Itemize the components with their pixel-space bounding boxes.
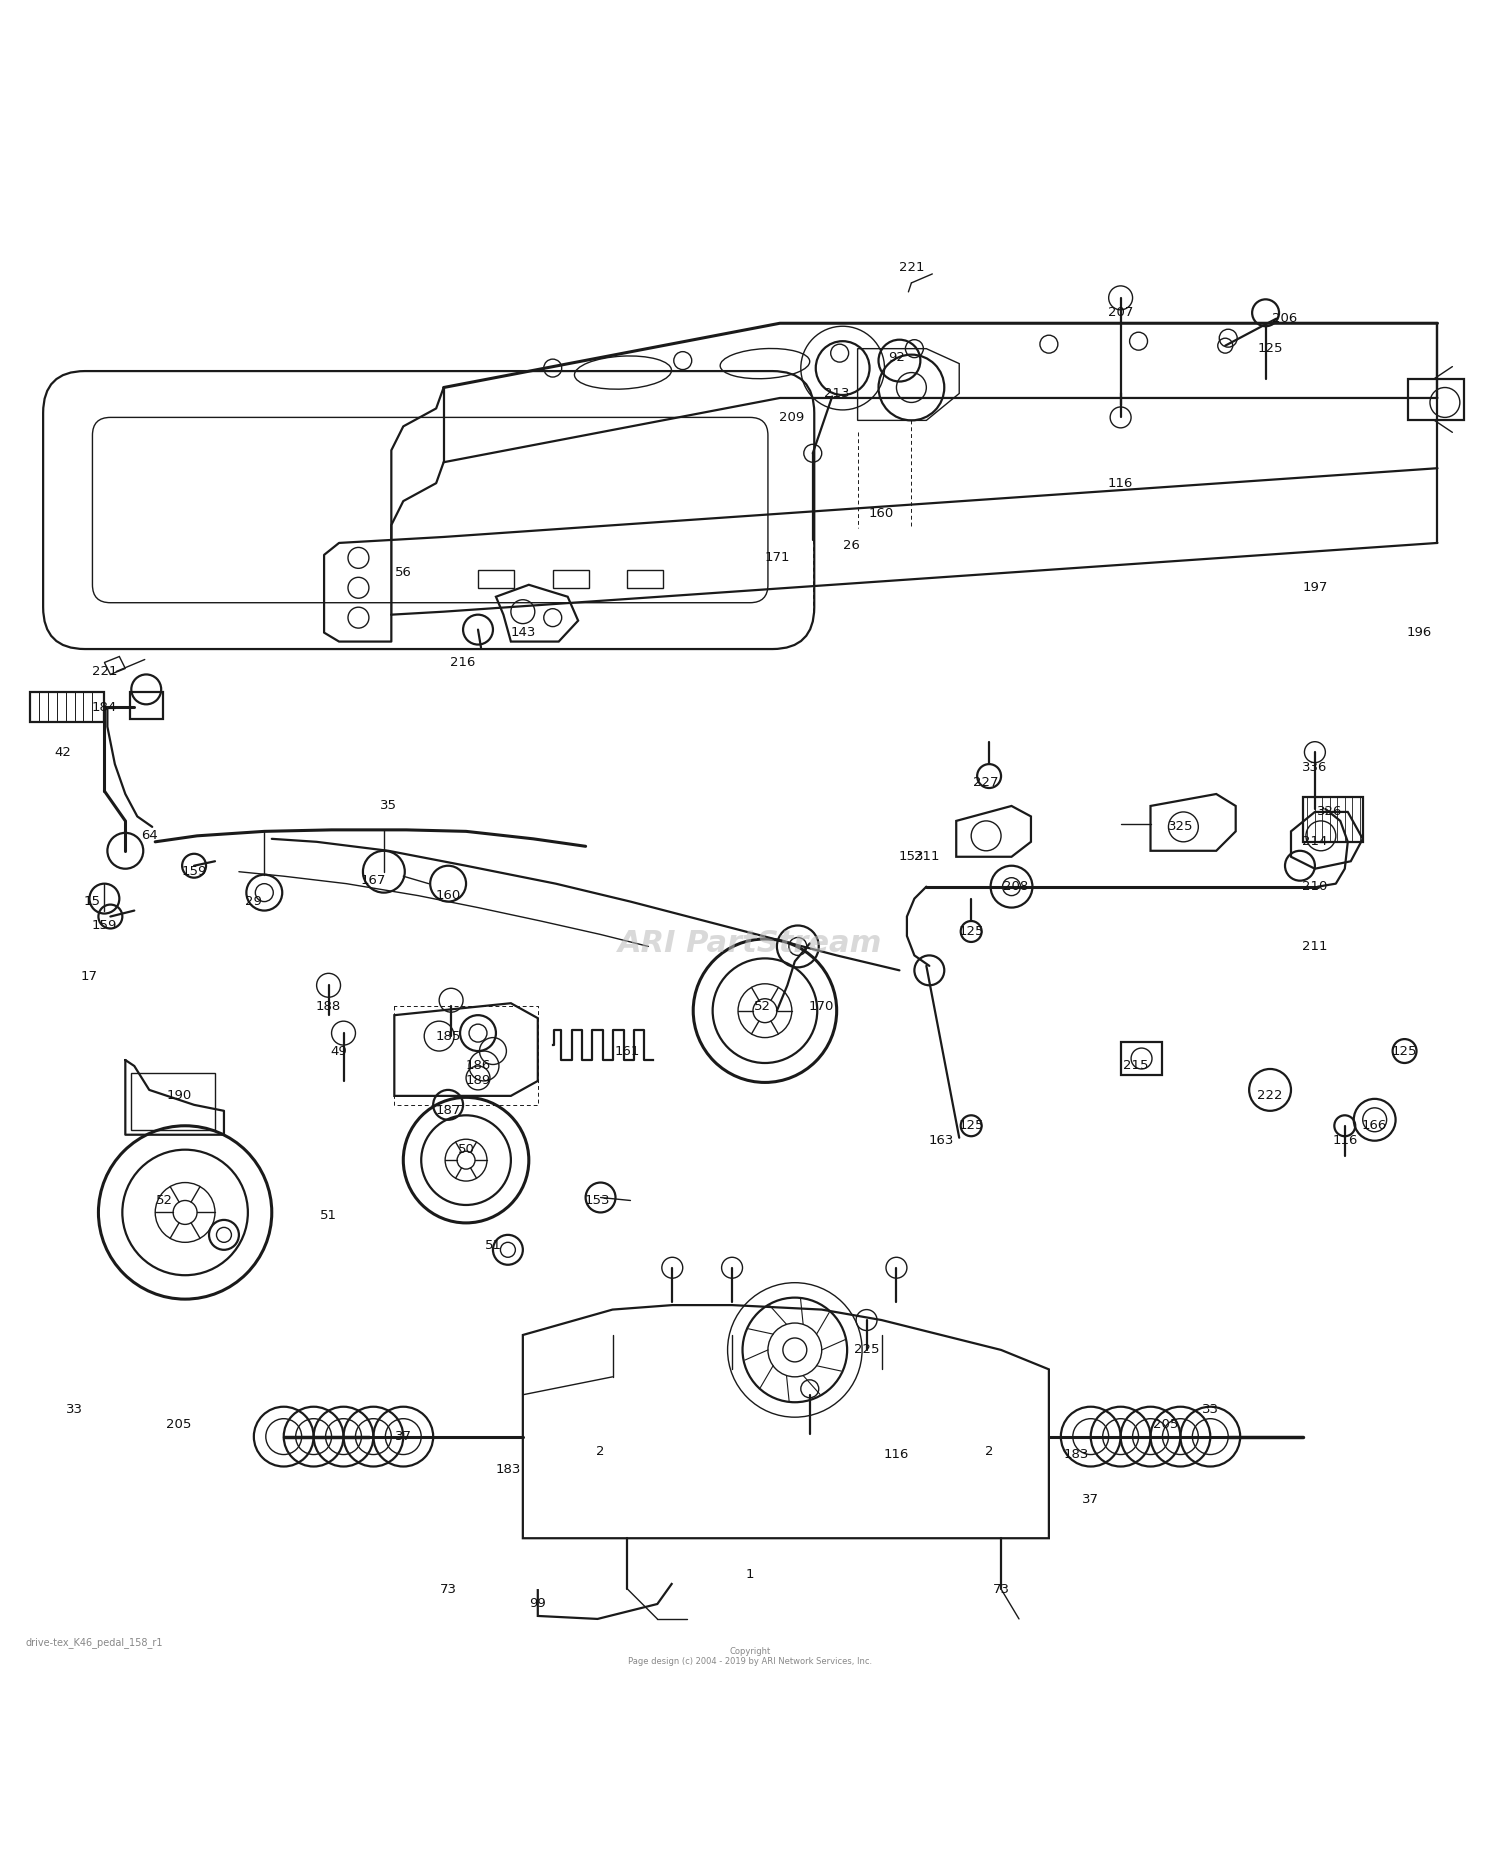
Text: 227: 227: [974, 776, 999, 789]
Text: ARI PartStream: ARI PartStream: [618, 928, 882, 958]
Text: 35: 35: [380, 800, 398, 813]
Text: 213: 213: [824, 386, 849, 399]
Text: 214: 214: [1302, 836, 1328, 849]
Text: 225: 225: [853, 1343, 879, 1356]
Text: 64: 64: [141, 830, 158, 843]
Text: 170: 170: [808, 999, 834, 1012]
Text: 184: 184: [92, 700, 117, 713]
Text: 222: 222: [1257, 1090, 1282, 1103]
Text: drive-tex_K46_pedal_158_r1: drive-tex_K46_pedal_158_r1: [26, 1638, 162, 1649]
Text: 221: 221: [92, 665, 117, 678]
Text: 2: 2: [597, 1445, 604, 1458]
Text: 153: 153: [585, 1194, 610, 1207]
Text: 161: 161: [615, 1044, 640, 1057]
Text: 171: 171: [764, 552, 789, 565]
Text: 73: 73: [993, 1582, 1010, 1595]
Text: 33: 33: [1202, 1404, 1219, 1417]
Text: 15: 15: [84, 895, 100, 908]
Text: 196: 196: [1407, 626, 1432, 639]
Text: 56: 56: [394, 566, 411, 579]
Text: 143: 143: [510, 626, 536, 639]
Text: 209: 209: [778, 410, 804, 423]
Text: 190: 190: [166, 1090, 192, 1103]
Text: 52: 52: [753, 999, 771, 1012]
Bar: [1120, 1042, 1162, 1075]
Text: 205: 205: [1154, 1419, 1178, 1432]
Text: 17: 17: [81, 969, 98, 982]
Text: Copyright
Page design (c) 2004 - 2019 by ARI Network Services, Inc.: Copyright Page design (c) 2004 - 2019 by…: [628, 1647, 872, 1666]
Text: 159: 159: [182, 865, 207, 878]
Text: 51: 51: [484, 1239, 501, 1252]
Text: 37: 37: [394, 1430, 412, 1443]
Bar: [1407, 379, 1464, 420]
Text: 99: 99: [530, 1597, 546, 1610]
Text: 26: 26: [843, 539, 860, 552]
Text: 163: 163: [928, 1135, 954, 1148]
Text: 167: 167: [360, 875, 386, 888]
Text: 336: 336: [1302, 761, 1328, 774]
Text: 186: 186: [465, 1060, 490, 1073]
Text: 160: 160: [868, 507, 894, 520]
Text: 216: 216: [450, 656, 476, 669]
Text: 42: 42: [54, 747, 70, 760]
Text: 29: 29: [246, 895, 262, 908]
Text: 52: 52: [156, 1194, 172, 1207]
Text: 125: 125: [1257, 342, 1282, 355]
Text: 205: 205: [166, 1419, 192, 1432]
Bar: [478, 570, 514, 589]
Bar: [552, 570, 588, 589]
Text: 153: 153: [898, 851, 924, 864]
Text: 73: 73: [440, 1582, 456, 1595]
Text: 116: 116: [1108, 477, 1134, 490]
Text: 208: 208: [1004, 880, 1029, 893]
Text: 116: 116: [884, 1448, 909, 1461]
Text: 125: 125: [958, 925, 984, 938]
Text: 1: 1: [746, 1567, 754, 1580]
Bar: [130, 693, 162, 719]
Text: 206: 206: [1272, 312, 1298, 325]
Text: 207: 207: [1108, 306, 1134, 319]
Text: 211: 211: [1302, 940, 1328, 953]
Text: 159: 159: [92, 919, 117, 932]
Text: 49: 49: [330, 1044, 348, 1057]
Text: 185: 185: [435, 1029, 460, 1042]
Text: 325: 325: [1167, 821, 1192, 834]
Text: 211: 211: [914, 851, 939, 864]
Text: 125: 125: [958, 1120, 984, 1133]
Text: 166: 166: [1362, 1120, 1388, 1133]
Text: 221: 221: [898, 262, 924, 275]
Text: 183: 183: [1064, 1448, 1089, 1461]
Text: 37: 37: [1082, 1493, 1100, 1506]
Text: 116: 116: [1332, 1135, 1358, 1148]
Text: 33: 33: [66, 1404, 82, 1417]
Text: 2: 2: [986, 1445, 993, 1458]
Text: 326: 326: [1317, 806, 1342, 819]
Text: 210: 210: [1302, 880, 1328, 893]
Bar: [627, 570, 663, 589]
Text: 50: 50: [458, 1144, 474, 1157]
Text: 160: 160: [435, 890, 460, 903]
Text: 183: 183: [495, 1463, 520, 1476]
Text: 92: 92: [888, 351, 904, 364]
Text: 187: 187: [435, 1105, 460, 1118]
Text: 189: 189: [465, 1075, 490, 1088]
Text: 125: 125: [1392, 1044, 1417, 1057]
Bar: [132, 1073, 214, 1131]
Text: 51: 51: [320, 1209, 338, 1222]
Bar: [1304, 797, 1362, 841]
Text: 215: 215: [1124, 1060, 1149, 1073]
Text: 188: 188: [316, 999, 340, 1012]
Text: 197: 197: [1302, 581, 1328, 594]
